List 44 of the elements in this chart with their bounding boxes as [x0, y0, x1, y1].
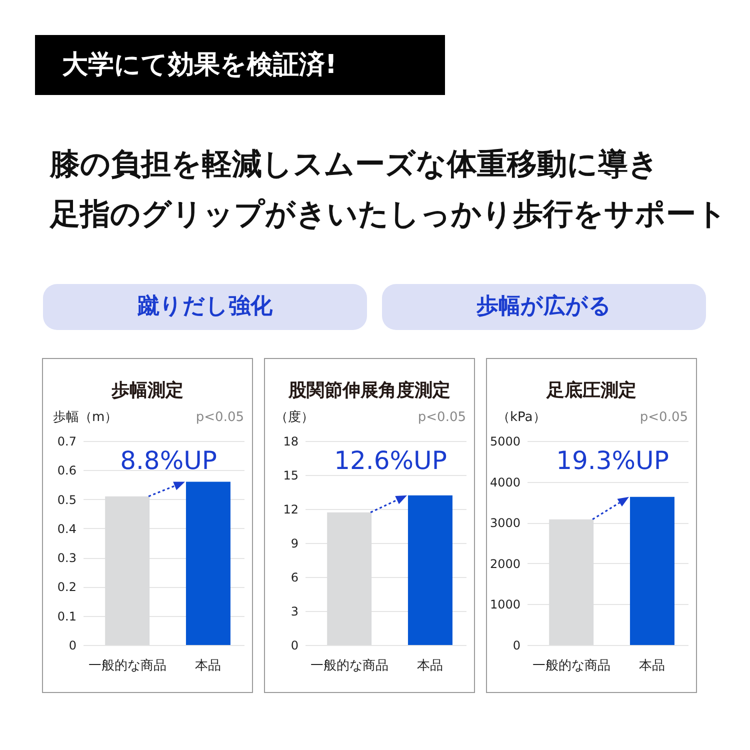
y-tick-label: 15 [283, 468, 298, 482]
y-tick-label: 0 [290, 638, 298, 652]
y-axis-title: （kPa） [497, 409, 546, 427]
chart-title: 股関節伸展角度測定 [287, 379, 452, 403]
y-tick-label: 3000 [490, 516, 520, 530]
x-tick-label: 一般的な商品 [532, 658, 610, 674]
text: p<0.05 [640, 409, 688, 427]
y-tick-label: 6 [290, 570, 298, 584]
y-tick-label: 12 [283, 502, 298, 516]
annotation: 12.6%UP [334, 446, 447, 475]
y-tick-label: 2000 [490, 556, 520, 571]
text: p<0.05 [418, 409, 466, 427]
text: 膝の負担を軽減しスムーズな体重移動に導き [50, 146, 659, 184]
chart-title: 歩幅測定 [110, 379, 184, 403]
y-tick-label: 0.1 [57, 609, 76, 624]
y-tick-label: 0.6 [57, 464, 76, 478]
y-tick-label: 1000 [490, 598, 520, 612]
text: 大学にて効果を検証済! [35, 35, 445, 95]
x-tick-label: 本品 [639, 658, 666, 674]
annotation: 19.3%UP [556, 446, 669, 475]
y-tick-label: 0.4 [57, 522, 76, 536]
text: p<0.05 [196, 409, 244, 427]
annotation: 8.8%UP [120, 446, 217, 475]
y-tick-label: 9 [290, 536, 298, 550]
x-tick-label: 一般的な商品 [310, 658, 388, 674]
text: 足指のグリップがきいたしっかり歩行をサポート [50, 196, 727, 234]
y-axis-title: （度） [275, 409, 314, 427]
x-tick-label: 本品 [195, 658, 222, 674]
y-tick-label: 18 [283, 434, 298, 448]
text: 歩幅が広がる [382, 284, 706, 330]
y-tick-label: 0.7 [57, 434, 76, 448]
y-tick-label: 0.2 [57, 580, 76, 594]
y-axis-title: 歩幅（m） [53, 409, 118, 427]
y-tick-label: 3 [290, 604, 298, 618]
chart-title: 足底圧測定 [545, 379, 638, 403]
y-tick-label: 0.3 [57, 551, 76, 566]
y-tick-label: 5000 [490, 434, 520, 448]
y-tick-label: 4000 [490, 475, 520, 490]
y-tick-label: 0.5 [57, 492, 76, 507]
x-tick-label: 一般的な商品 [88, 658, 166, 674]
y-tick-label: 0 [68, 638, 76, 652]
x-tick-label: 本品 [417, 658, 444, 674]
y-tick-label: 0 [512, 638, 520, 652]
text: 蹴りだし強化 [43, 284, 367, 330]
